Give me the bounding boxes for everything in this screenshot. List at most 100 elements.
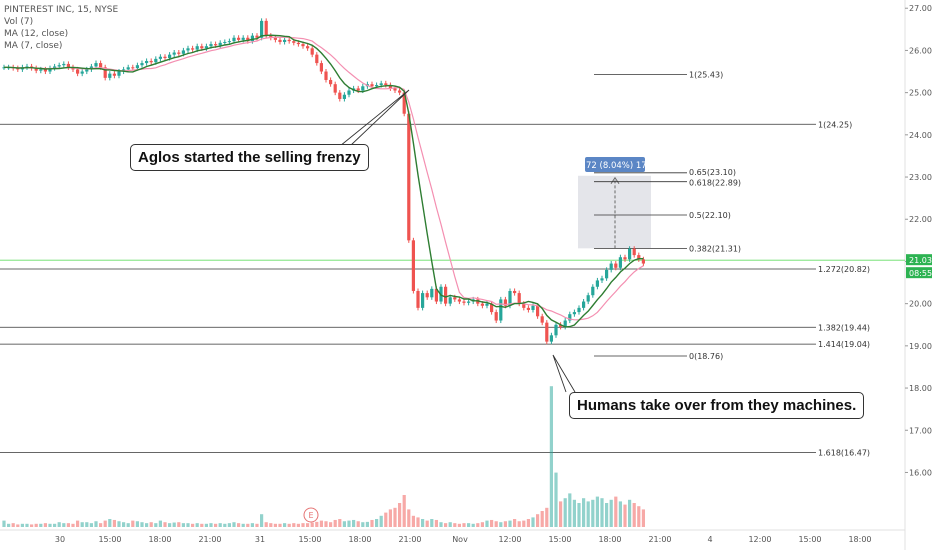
candle[interactable] <box>572 312 576 315</box>
candle[interactable] <box>499 299 503 321</box>
candle[interactable] <box>126 67 130 70</box>
candle[interactable] <box>559 324 563 327</box>
candle[interactable] <box>637 255 641 260</box>
candle[interactable] <box>16 68 20 70</box>
candle[interactable] <box>329 79 333 85</box>
candle[interactable] <box>117 71 121 76</box>
candle[interactable] <box>66 63 70 68</box>
candle[interactable] <box>149 60 153 63</box>
candle[interactable] <box>273 37 277 40</box>
candle[interactable] <box>384 83 388 86</box>
candle[interactable] <box>306 46 310 49</box>
candle[interactable] <box>227 41 231 43</box>
candle[interactable] <box>214 44 218 46</box>
candle[interactable] <box>595 280 599 287</box>
candle[interactable] <box>145 60 149 64</box>
candle[interactable] <box>540 316 544 323</box>
candle[interactable] <box>526 307 530 310</box>
candle[interactable] <box>536 305 540 317</box>
candle[interactable] <box>255 35 259 38</box>
candle[interactable] <box>591 286 595 296</box>
candle[interactable] <box>191 48 195 50</box>
candle[interactable] <box>94 63 98 67</box>
candle[interactable] <box>80 71 84 74</box>
candle[interactable] <box>453 297 457 300</box>
candle[interactable] <box>582 301 586 308</box>
candle[interactable] <box>34 68 38 71</box>
candle[interactable] <box>62 63 66 66</box>
candle[interactable] <box>241 37 245 40</box>
candle[interactable] <box>209 44 213 47</box>
candle[interactable] <box>223 41 227 43</box>
candle[interactable] <box>57 65 61 67</box>
candle[interactable] <box>448 297 452 304</box>
candle[interactable] <box>393 88 397 91</box>
candle[interactable] <box>76 69 80 74</box>
candle[interactable] <box>398 90 402 93</box>
candle[interactable] <box>218 42 222 46</box>
candle[interactable] <box>168 54 172 59</box>
candle[interactable] <box>48 68 52 72</box>
candle[interactable] <box>577 307 581 313</box>
candle[interactable] <box>494 312 498 321</box>
candle[interactable] <box>342 94 346 99</box>
candle[interactable] <box>315 54 319 64</box>
candle[interactable] <box>112 73 116 76</box>
candle[interactable] <box>425 293 429 298</box>
candle[interactable] <box>356 88 360 91</box>
candle[interactable] <box>388 85 392 89</box>
candle[interactable] <box>508 290 512 306</box>
candle[interactable] <box>310 48 314 55</box>
candle[interactable] <box>522 303 526 308</box>
candle[interactable] <box>195 46 199 50</box>
candle[interactable] <box>600 278 604 281</box>
candle[interactable] <box>457 299 461 302</box>
candle[interactable] <box>614 263 618 268</box>
candle[interactable] <box>462 301 466 303</box>
candle[interactable] <box>278 39 282 42</box>
candle[interactable] <box>204 46 208 49</box>
candle[interactable] <box>140 63 144 66</box>
candle[interactable] <box>480 303 484 306</box>
candle[interactable] <box>200 46 204 49</box>
candle[interactable] <box>563 320 567 327</box>
candle[interactable] <box>568 314 572 321</box>
candle[interactable] <box>186 48 190 51</box>
candle[interactable] <box>177 52 181 54</box>
candle[interactable] <box>517 293 521 304</box>
candle[interactable] <box>99 63 103 68</box>
candle[interactable] <box>39 69 43 71</box>
candle[interactable] <box>434 288 438 302</box>
candle[interactable] <box>430 288 434 298</box>
earnings-event-marker[interactable] <box>303 507 319 523</box>
candle[interactable] <box>237 37 241 40</box>
candle[interactable] <box>402 92 406 114</box>
candle[interactable] <box>172 52 176 55</box>
candle[interactable] <box>292 41 296 43</box>
candle[interactable] <box>632 248 636 256</box>
candle[interactable] <box>628 248 632 260</box>
candle[interactable] <box>296 42 300 45</box>
candle[interactable] <box>375 85 379 87</box>
candle[interactable] <box>103 67 107 78</box>
candle[interactable] <box>545 322 549 342</box>
candle[interactable] <box>264 20 268 36</box>
candle[interactable] <box>411 240 415 291</box>
candle[interactable] <box>85 69 89 72</box>
candle[interactable] <box>503 299 507 306</box>
candle[interactable] <box>246 37 250 42</box>
candle[interactable] <box>416 290 420 308</box>
candle[interactable] <box>25 66 29 68</box>
candle[interactable] <box>370 84 374 87</box>
candle[interactable] <box>250 35 254 42</box>
candle[interactable] <box>43 69 47 72</box>
candle[interactable] <box>108 73 112 78</box>
candle[interactable] <box>283 39 287 42</box>
candle[interactable] <box>158 56 162 59</box>
candle[interactable] <box>338 92 342 99</box>
candle[interactable] <box>476 299 480 304</box>
candle[interactable] <box>618 257 622 268</box>
candle[interactable] <box>490 303 494 313</box>
